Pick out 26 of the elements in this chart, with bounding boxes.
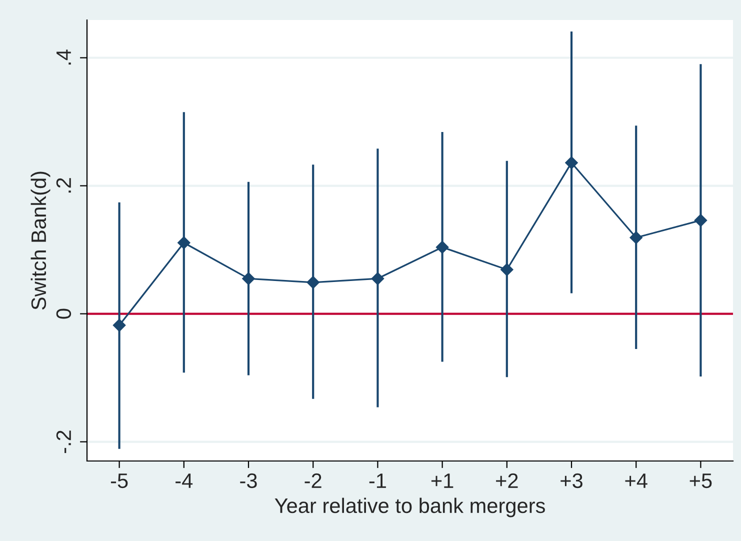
x-tick-label: -3 xyxy=(240,473,257,488)
point xyxy=(306,276,320,289)
x-tick-label: -5 xyxy=(110,474,128,488)
x-tick-label: -4 xyxy=(176,474,193,488)
y-tick-label: 0 xyxy=(56,308,72,319)
point xyxy=(630,231,643,244)
x-tick-label: +3 xyxy=(560,473,582,488)
point xyxy=(565,156,578,170)
y-tick-label: -.2 xyxy=(56,430,71,454)
y-tick-label: .4 xyxy=(56,50,71,65)
x-tick-label: +5 xyxy=(690,474,712,488)
point xyxy=(112,318,126,332)
point xyxy=(694,214,708,227)
point xyxy=(177,236,190,250)
x-tick-label: +1 xyxy=(431,474,454,488)
y-tick-label: .2 xyxy=(56,178,71,193)
point xyxy=(500,263,514,276)
x-tick-label: -1 xyxy=(369,474,386,488)
x-tick-label: +2 xyxy=(496,473,518,488)
point xyxy=(371,272,384,285)
point xyxy=(242,272,255,285)
x-axis-title: Year relative to bank mergers xyxy=(274,498,545,518)
x-tick-label: -2 xyxy=(304,473,322,488)
y-axis-title: Switch Bank(d) xyxy=(30,172,50,310)
x-tick-label: +4 xyxy=(625,474,648,488)
point xyxy=(436,240,449,254)
